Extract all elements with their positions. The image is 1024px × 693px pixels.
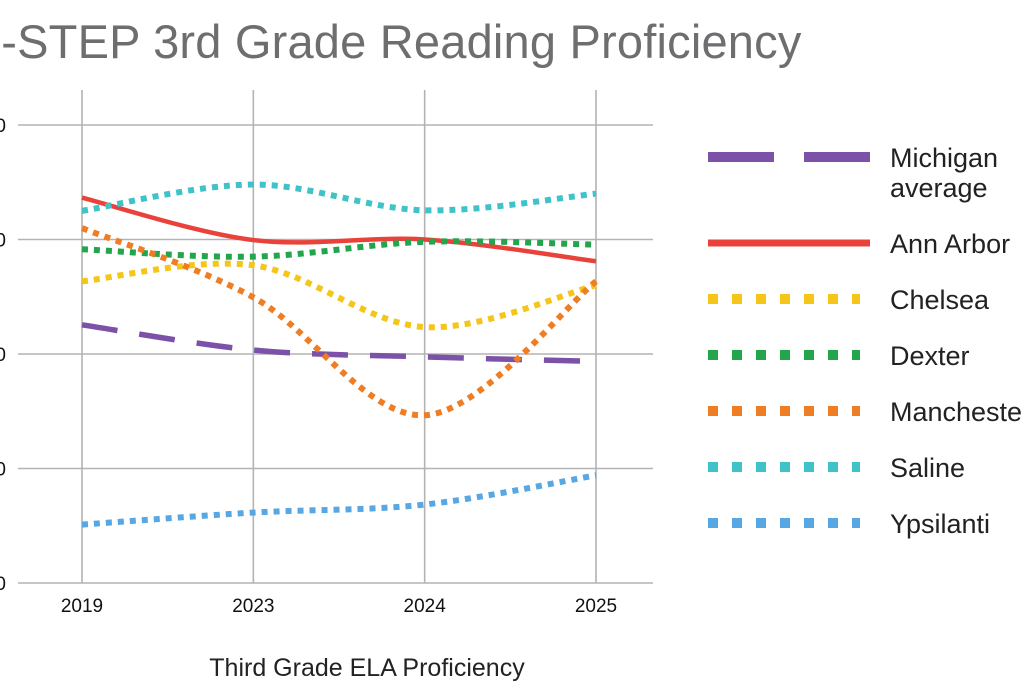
y-tick-label: 80 bbox=[0, 116, 6, 137]
x-tick-label: 2019 bbox=[61, 596, 103, 617]
series-line-ann-arbor bbox=[81, 195, 597, 264]
series-lines bbox=[80, 181, 598, 528]
x-tick-label: 2025 bbox=[575, 596, 617, 617]
series-line-dexter bbox=[81, 238, 597, 260]
legend-label-ypsilanti: Ypsilanti bbox=[890, 509, 990, 539]
x-tick-label: 2023 bbox=[232, 596, 274, 617]
legend-label-dexter: Dexter bbox=[890, 341, 970, 371]
legend-label-saline: Saline bbox=[890, 453, 965, 483]
series-line-ypsilanti bbox=[81, 472, 597, 528]
legend-label-chelsea: Chelsea bbox=[890, 285, 990, 315]
chart-title: I-STEP 3rd Grade Reading Proficiency bbox=[0, 15, 802, 68]
axis-tick-labels: 0 20 40 60 80 2019 2023 2024 2025 bbox=[0, 116, 617, 617]
series-line-saline bbox=[81, 181, 597, 214]
series-line-michigan-average bbox=[81, 322, 597, 365]
x-tick-label: 2024 bbox=[404, 596, 447, 617]
x-axis-title: Third Grade ELA Proficiency bbox=[209, 654, 525, 682]
series-line-manchester bbox=[80, 225, 598, 419]
y-tick-label: 40 bbox=[0, 345, 6, 366]
legend-label-manchester: Manchester bbox=[890, 397, 1024, 427]
legend: Michigan average Ann Arbor Chelsea Dexter Man… bbox=[708, 143, 1024, 539]
y-tick-label: 60 bbox=[0, 231, 6, 252]
series-line-chelsea bbox=[81, 260, 597, 331]
y-tick-label: 20 bbox=[0, 460, 6, 481]
legend-label-ann-arbor: Ann Arbor bbox=[890, 229, 1010, 259]
y-tick-label: 0 bbox=[0, 574, 6, 595]
legend-label-michigan-average: Michigan average bbox=[890, 143, 998, 203]
